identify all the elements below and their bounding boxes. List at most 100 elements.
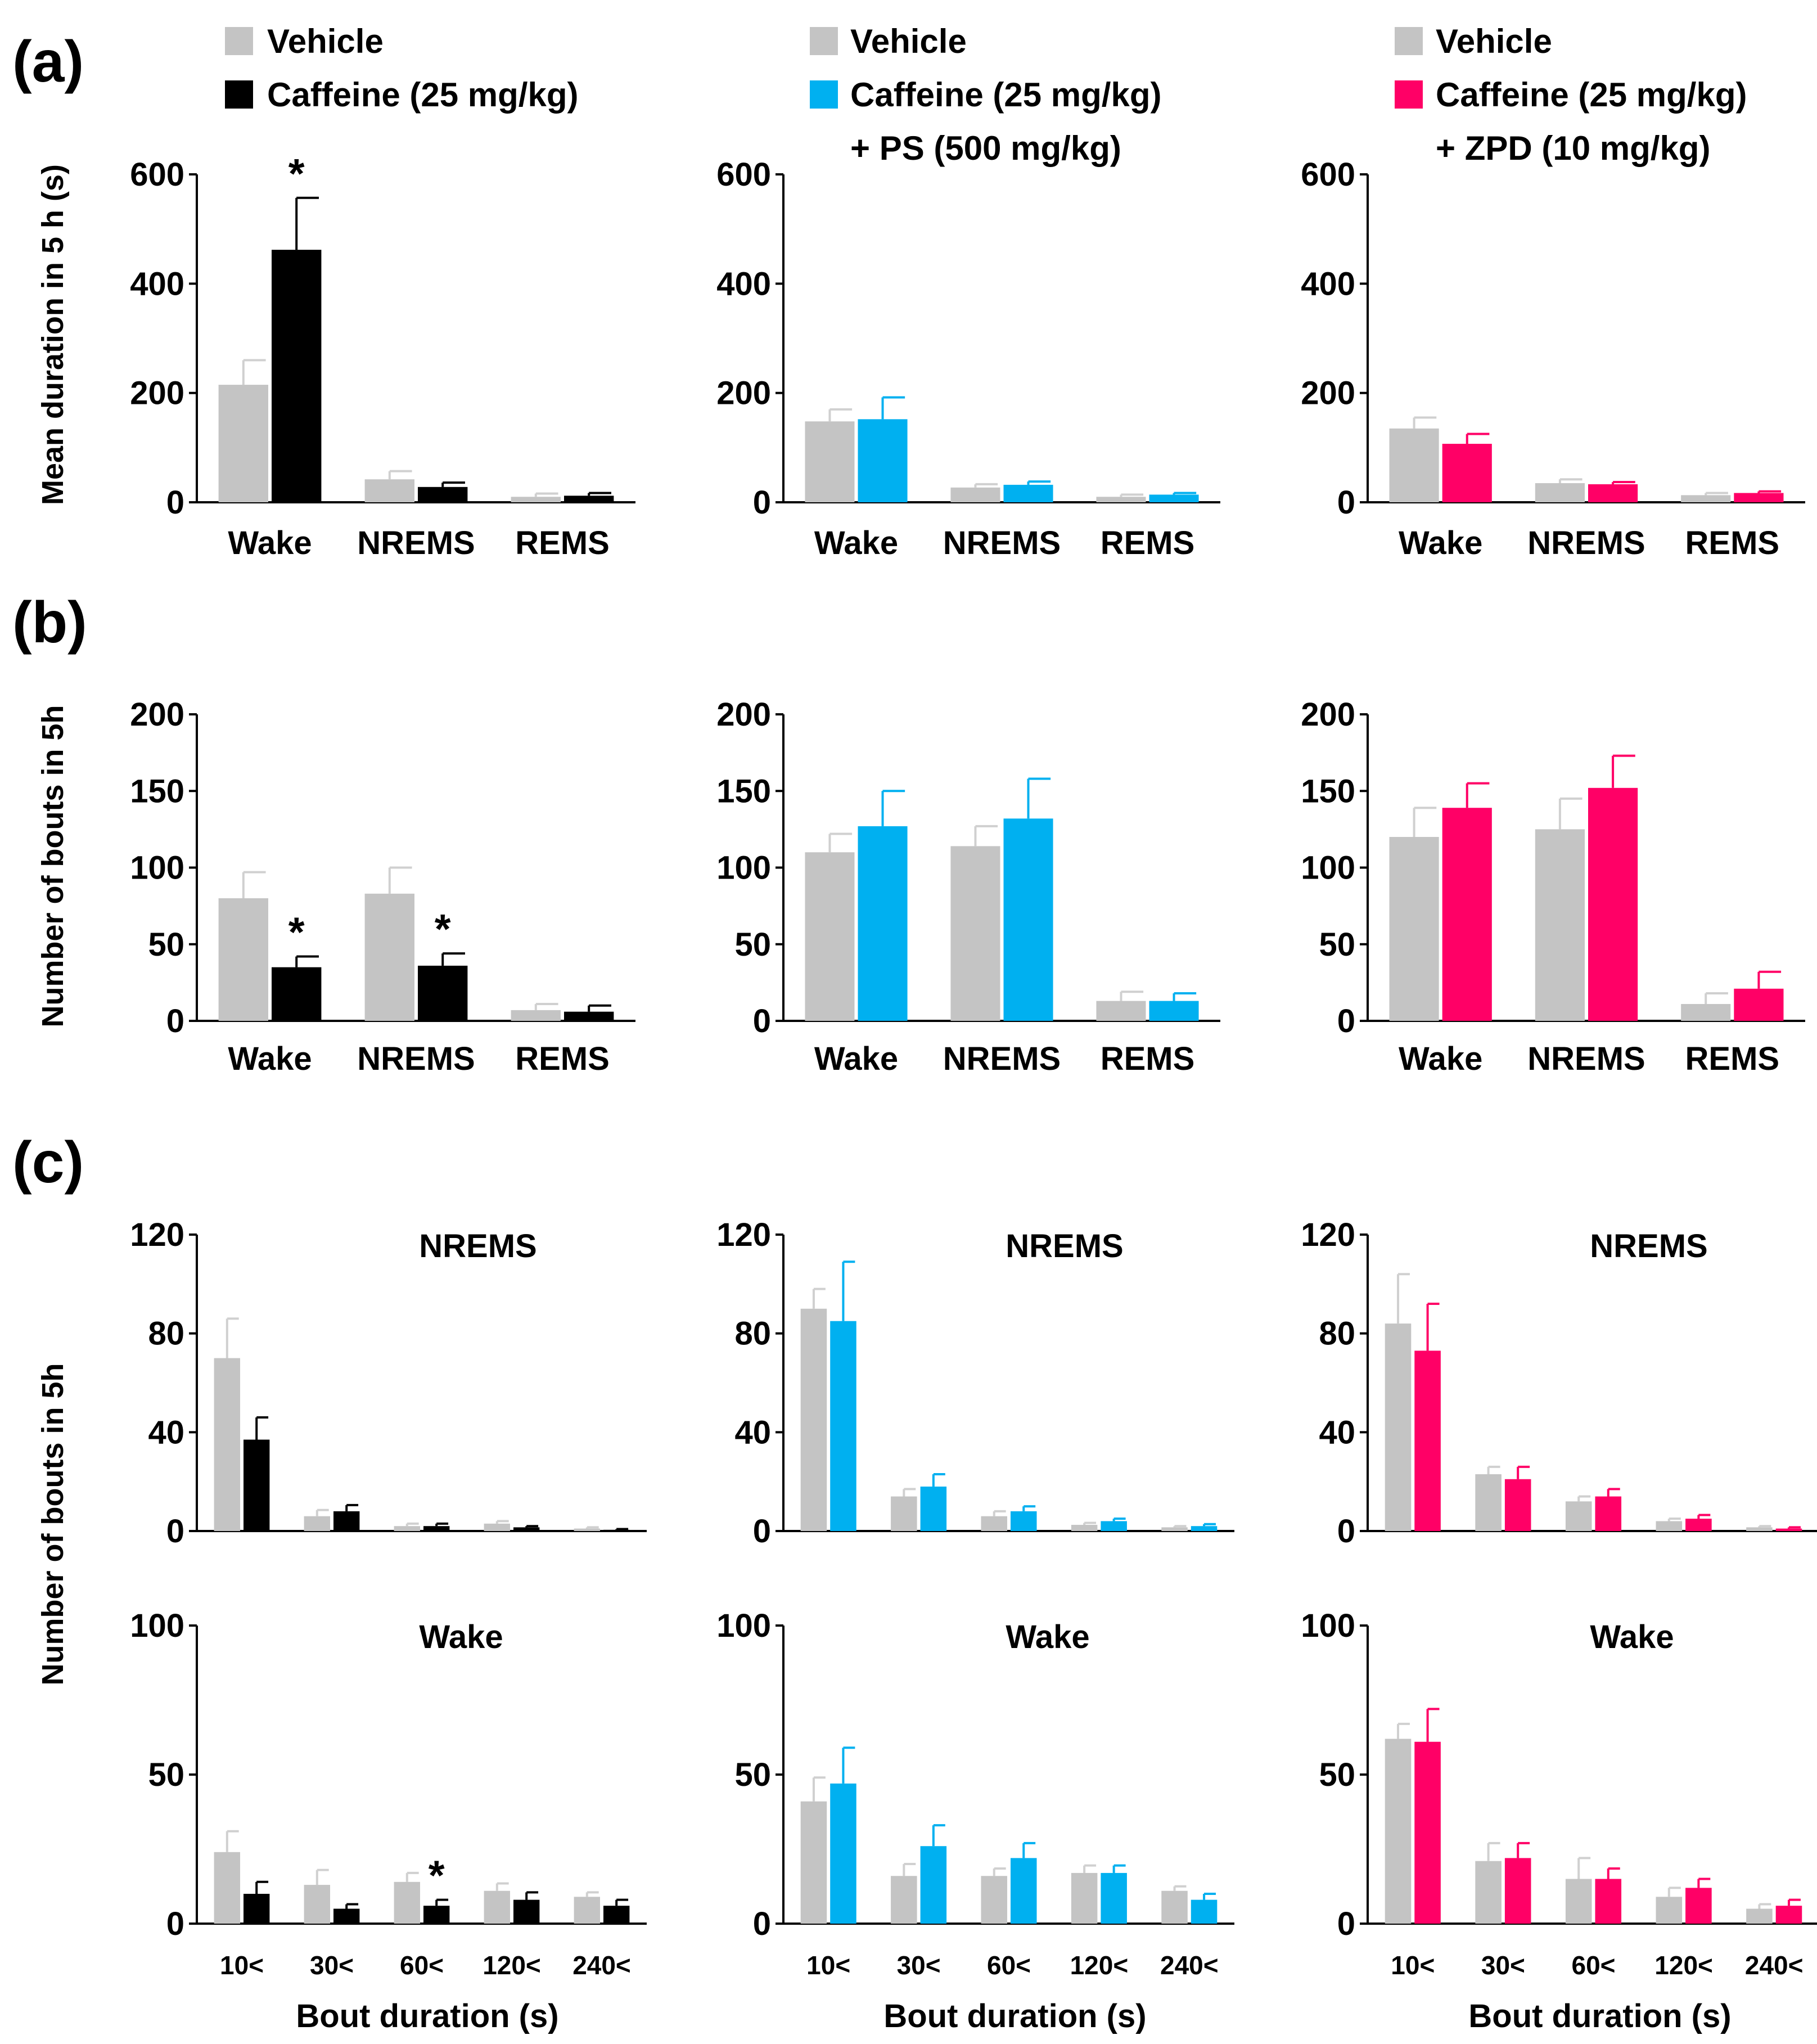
bar-treatment-0	[1442, 444, 1492, 502]
y-tick-label: 100	[130, 1608, 184, 1644]
bar-vehicle-0	[1385, 1739, 1412, 1924]
bar-vehicle-4	[1161, 1527, 1188, 1531]
bar-vehicle-3	[1071, 1525, 1098, 1531]
y-tick-label: 0	[753, 1003, 771, 1039]
bar-vehicle-3	[1071, 1872, 1098, 1924]
bar-vehicle-1	[950, 487, 1000, 502]
bar-treatment-2	[1011, 1858, 1037, 1924]
chart-title: NREMS	[419, 1228, 536, 1264]
chart-title: Wake	[1006, 1619, 1089, 1655]
bar-vehicle-0	[214, 1852, 240, 1924]
y-tick-label: 0	[753, 484, 771, 521]
y-axis-title-b: Number of bouts in 5h	[36, 705, 70, 1028]
y-tick-label: 120	[1301, 1217, 1355, 1253]
bar-vehicle-4	[1161, 1890, 1188, 1924]
bar-treatment-3	[1685, 1519, 1712, 1531]
chart-c2: 0 40 80 120 NREMS	[716, 1217, 1234, 1550]
bar-treatment-0	[830, 1783, 856, 1924]
legend-label-caffeine-ps-line1: Caffeine (25 mg/kg)	[850, 76, 1161, 114]
chart-c6: 0 50 100 10< 30< 60< 120< 240< Wake	[1301, 1608, 1817, 1980]
bar-vehicle-2	[511, 497, 561, 502]
chart-title: NREMS	[1006, 1228, 1123, 1264]
legend-swatch-caffeine	[225, 80, 253, 109]
x-category-label: Wake	[1399, 1041, 1482, 1077]
legend-label-caffeine-ps-line2: + PS (500 mg/kg)	[850, 129, 1121, 167]
bar-treatment-2	[1595, 1496, 1622, 1531]
x-category-label: REMS	[1685, 1041, 1780, 1077]
x-category-label: 120<	[1654, 1951, 1713, 1980]
y-axis-title-c: Number of bouts in 5h	[36, 1363, 70, 1686]
significance-star: *	[435, 906, 451, 952]
bar-vehicle-1	[304, 1885, 330, 1924]
significance-star: *	[429, 1852, 445, 1899]
y-tick-label: 40	[1319, 1414, 1355, 1451]
x-category-label: NREMS	[357, 1041, 475, 1077]
y-tick-label: 0	[166, 1906, 184, 1942]
chart-title: Wake	[1590, 1619, 1674, 1655]
bar-vehicle-2	[1096, 1001, 1146, 1021]
x-category-label: Wake	[228, 525, 312, 561]
bar-vehicle-4	[574, 1528, 600, 1531]
bar-treatment-4	[1775, 1528, 1802, 1531]
y-tick-label: 200	[716, 375, 771, 412]
x-category-label: 10<	[1391, 1951, 1435, 1980]
x-category-label: 60<	[987, 1951, 1031, 1980]
x-axis-title-c1: Bout duration (s)	[296, 1998, 558, 2034]
y-tick-label: 50	[148, 926, 184, 963]
bar-vehicle-3	[1656, 1897, 1683, 1924]
bar-treatment-4	[603, 1906, 630, 1924]
bar-vehicle-0	[1389, 428, 1439, 502]
bar-treatment-1	[418, 965, 468, 1021]
y-tick-label: 0	[1337, 1513, 1355, 1550]
y-tick-label: 150	[1301, 773, 1355, 809]
bar-vehicle-1	[950, 846, 1000, 1021]
x-category-label: 60<	[1571, 1951, 1615, 1980]
bar-treatment-1	[1588, 787, 1638, 1021]
x-category-label: REMS	[1685, 525, 1780, 561]
y-tick-label: 200	[130, 696, 184, 733]
x-category-label: Wake	[1399, 525, 1482, 561]
panel-label-a: (a)	[12, 29, 84, 94]
legend-swatch-vehicle	[810, 27, 838, 55]
x-category-label: 30<	[310, 1951, 354, 1980]
bar-treatment-0	[272, 967, 322, 1021]
y-tick-label: 100	[130, 850, 184, 886]
chart-title: Wake	[419, 1619, 503, 1655]
chart-a2: 0 200 400 600 Wake NREMS REMS	[716, 156, 1220, 561]
x-category-label: 60<	[400, 1951, 444, 1980]
y-tick-label: 0	[1337, 1906, 1355, 1942]
bar-vehicle-1	[1535, 483, 1585, 502]
bar-treatment-0	[244, 1439, 270, 1531]
bar-vehicle-4	[1746, 1527, 1773, 1531]
bar-treatment-2	[1149, 494, 1199, 502]
bar-treatment-0	[1442, 808, 1492, 1021]
bar-treatment-4	[1191, 1899, 1218, 1924]
x-category-label: 240<	[572, 1951, 631, 1980]
bar-vehicle-0	[800, 1308, 827, 1531]
bar-vehicle-1	[891, 1876, 917, 1924]
y-tick-label: 100	[1301, 850, 1355, 886]
legend-col-2: Vehicle Caffeine (25 mg/kg) + PS (500 mg…	[810, 22, 1161, 167]
bar-vehicle-3	[484, 1890, 510, 1924]
bar-vehicle-2	[511, 1010, 561, 1021]
chart-b2: 0 50 100 150 200 Wake NREMS REMS	[716, 696, 1220, 1077]
y-tick-label: 150	[130, 773, 184, 809]
bar-vehicle-0	[218, 385, 268, 502]
legend-col-1: Vehicle Caffeine (25 mg/kg)	[225, 22, 578, 114]
bar-vehicle-0	[214, 1358, 240, 1531]
bar-treatment-4	[1191, 1526, 1218, 1531]
chart-c3: 0 40 80 120 NREMS	[1301, 1217, 1817, 1550]
x-category-label: Wake	[814, 1041, 898, 1077]
bar-treatment-1	[1588, 484, 1638, 502]
x-category-label: 30<	[1481, 1951, 1525, 1980]
bar-vehicle-4	[574, 1897, 600, 1924]
y-tick-label: 200	[130, 375, 184, 412]
y-tick-label: 200	[716, 696, 771, 733]
legend-label-vehicle: Vehicle	[267, 22, 384, 60]
y-tick-label: 50	[734, 1757, 771, 1793]
y-tick-label: 0	[1337, 1003, 1355, 1039]
x-axis-title-c2: Bout duration (s)	[883, 1998, 1146, 2034]
bar-vehicle-1	[304, 1516, 330, 1531]
bar-treatment-2	[564, 496, 614, 502]
bar-treatment-2	[1011, 1511, 1037, 1531]
